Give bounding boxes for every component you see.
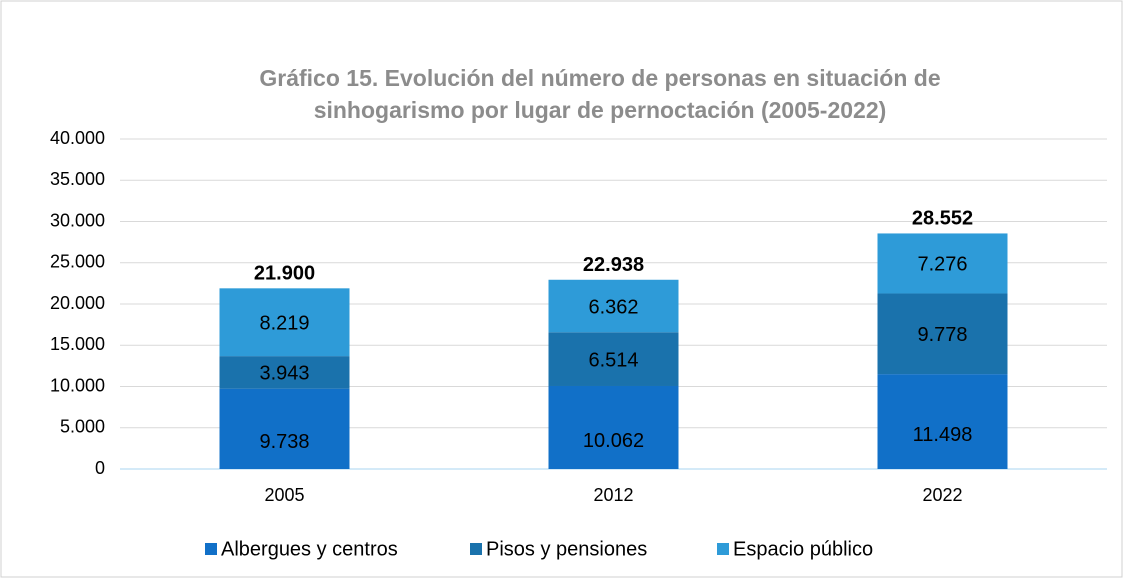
- data-label: 6.362: [588, 296, 638, 318]
- x-tick-label: 2022: [922, 485, 962, 505]
- bar-segment: [548, 385, 679, 469]
- bar-segment: [548, 279, 679, 333]
- y-tick-label: 15.000: [50, 334, 105, 354]
- x-tick-label: 2012: [593, 485, 633, 505]
- y-tick-label: 25.000: [50, 252, 105, 272]
- bar-segment: [548, 332, 679, 386]
- legend-swatch: [205, 543, 217, 555]
- y-tick-label: 40.000: [50, 128, 105, 148]
- chart-title: Gráfico 15. Evolución del número de pers…: [259, 65, 940, 91]
- data-label: 9.738: [259, 431, 309, 453]
- bar-segment: [219, 388, 350, 469]
- legend-label: Espacio público: [733, 538, 873, 560]
- data-label: 6.514: [588, 349, 638, 371]
- data-label: 3.943: [259, 363, 309, 385]
- y-tick-label: 10.000: [50, 375, 105, 395]
- data-label: 8.219: [259, 313, 309, 335]
- total-label: 28.552: [912, 208, 973, 230]
- total-label: 21.900: [254, 263, 315, 285]
- legend-swatch: [717, 543, 729, 555]
- data-label: 7.276: [917, 254, 967, 276]
- bar-segment: [219, 356, 350, 389]
- bar-segment: [877, 233, 1008, 294]
- legend-label: Pisos y pensiones: [486, 538, 647, 560]
- y-tick-label: 20.000: [50, 293, 105, 313]
- data-label: 9.778: [917, 324, 967, 346]
- bar-segment: [877, 293, 1008, 375]
- y-tick-label: 0: [95, 458, 105, 478]
- total-label: 22.938: [583, 254, 644, 276]
- chart-title: sinhogarismo por lugar de pernoctación (…: [314, 97, 887, 123]
- y-tick-label: 30.000: [50, 210, 105, 230]
- bar-segment: [877, 374, 1008, 469]
- data-label: 11.498: [913, 424, 973, 446]
- y-tick-label: 5.000: [60, 417, 105, 437]
- bar-segment: [219, 288, 350, 357]
- x-tick-label: 2005: [264, 485, 304, 505]
- data-label: 10.062: [583, 430, 644, 452]
- y-tick-label: 35.000: [50, 169, 105, 189]
- legend-swatch: [470, 543, 482, 555]
- legend-label: Albergues y centros: [221, 538, 398, 560]
